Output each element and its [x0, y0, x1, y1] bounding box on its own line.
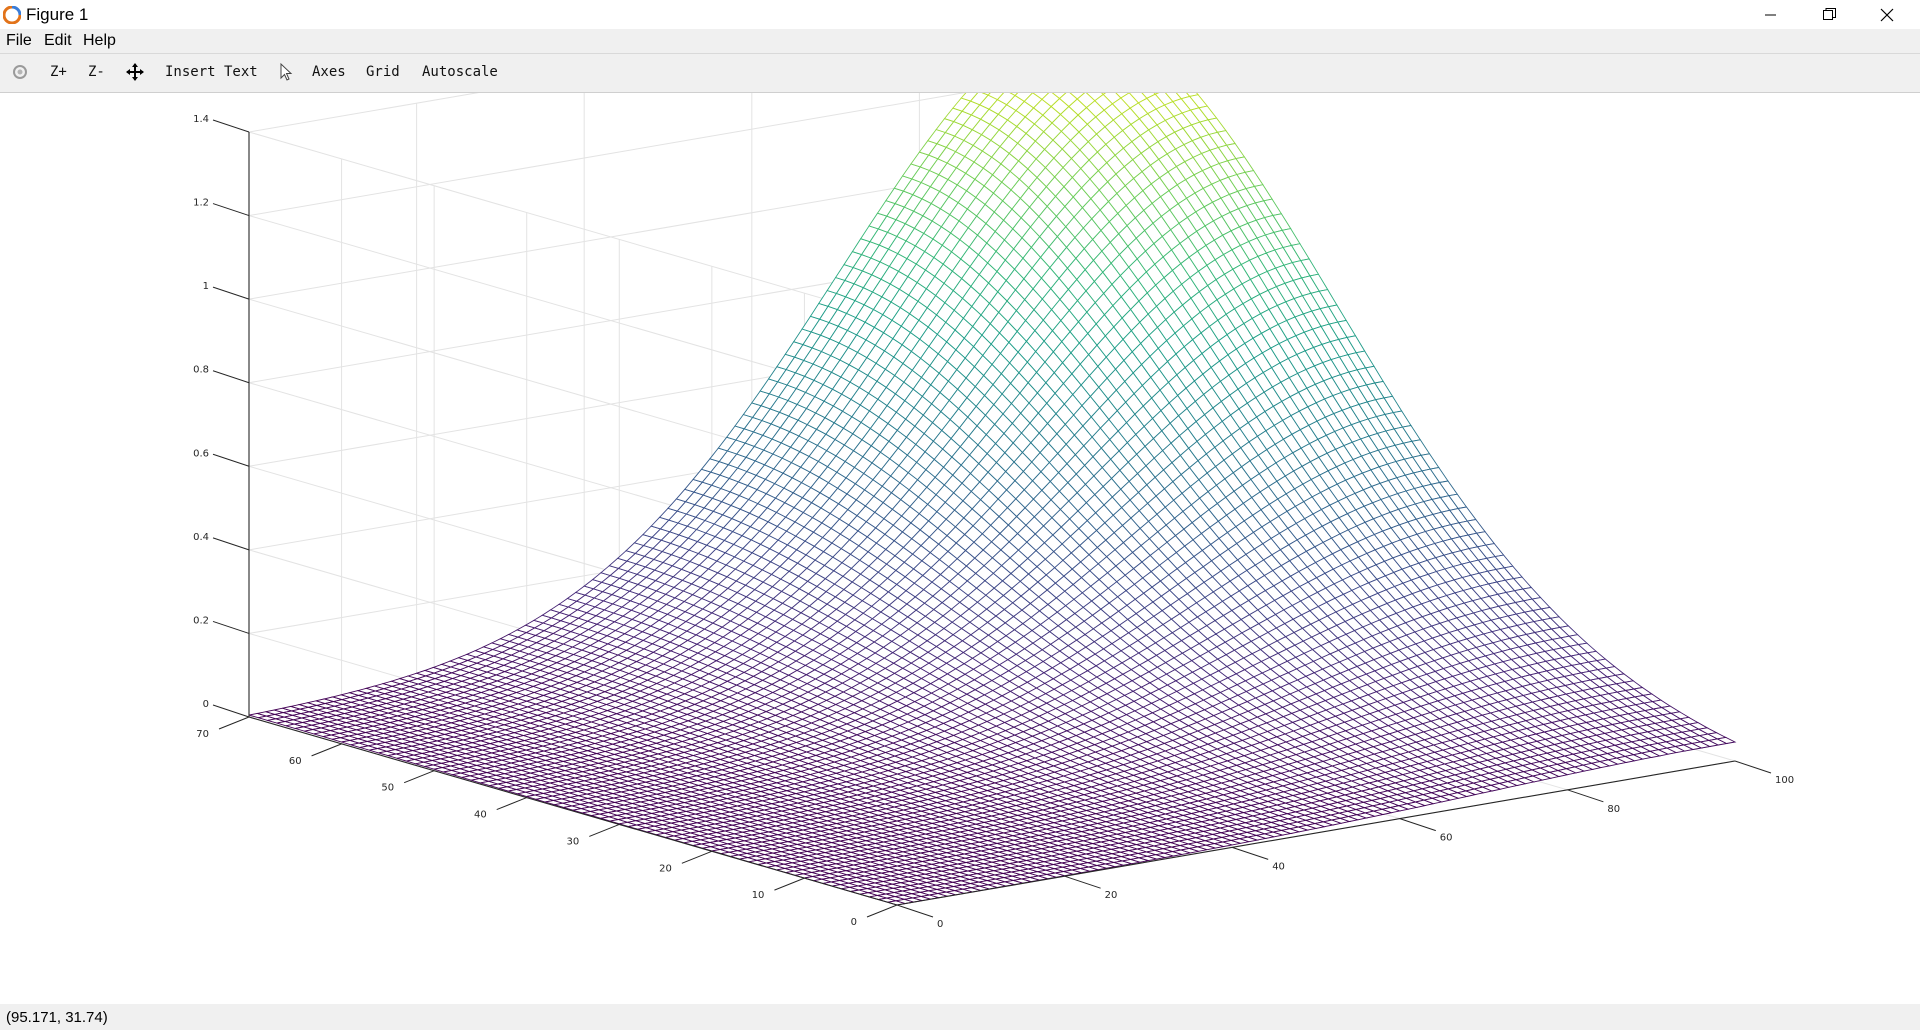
mesh-cell	[1009, 93, 1019, 97]
pan-icon[interactable]	[125, 62, 145, 82]
menu-help[interactable]: Help	[83, 32, 116, 49]
zoom-out-button[interactable]: Z-	[88, 64, 105, 80]
axes-button[interactable]: Axes	[312, 64, 346, 80]
menu-bar: File Edit Help	[0, 29, 1920, 54]
select-pointer-icon[interactable]	[276, 62, 296, 82]
title-bar: Figure 1	[0, 0, 1920, 29]
menu-edit[interactable]: Edit	[44, 32, 72, 49]
zoom-in-button[interactable]: Z+	[50, 64, 67, 80]
surface-plot[interactable]: 02040608010001020304050607000.20.40.60.8…	[0, 93, 1920, 1003]
minimize-button[interactable]	[1742, 0, 1800, 29]
toolbar: Z+ Z- Insert Text Axes Grid Autoscale	[0, 54, 1920, 93]
autoscale-button[interactable]: Autoscale	[422, 64, 498, 80]
app-icon	[3, 6, 21, 24]
surface-mesh	[248, 93, 1737, 906]
minimize-icon	[1765, 14, 1776, 15]
restore-button[interactable]	[1800, 0, 1858, 29]
grid-button[interactable]: Grid	[366, 64, 400, 80]
window-title: Figure 1	[26, 5, 89, 24]
close-icon	[1880, 8, 1894, 21]
insert-text-button[interactable]: Insert Text	[165, 64, 258, 80]
rotate-icon[interactable]	[10, 62, 30, 82]
menu-file[interactable]: File	[6, 32, 32, 49]
restore-icon	[1822, 8, 1836, 20]
close-button[interactable]	[1858, 0, 1916, 29]
